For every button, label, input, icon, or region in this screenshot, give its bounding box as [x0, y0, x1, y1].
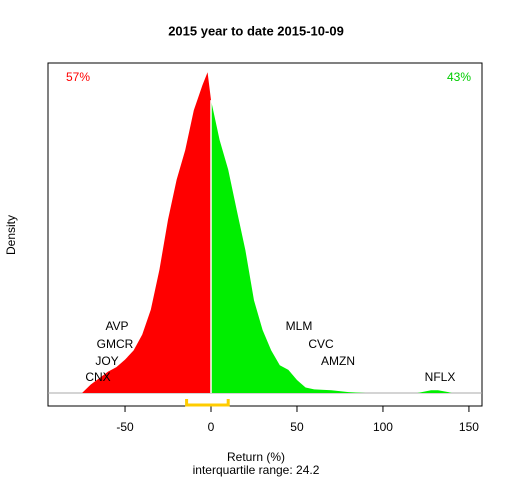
annotation: AVP	[105, 319, 128, 333]
right-share: 43%	[447, 70, 471, 84]
annotation: JOY	[95, 354, 118, 368]
annotation: CNX	[85, 370, 110, 384]
x-tick-label: -50	[116, 420, 134, 434]
x-tick-label: 50	[290, 420, 304, 434]
x-tick-label: 150	[459, 420, 479, 434]
density-area	[211, 100, 452, 394]
density-area	[82, 72, 212, 394]
x-axis-label: Return (%)	[227, 450, 285, 464]
iqr-bracket	[185, 399, 230, 407]
left-share: 57%	[66, 70, 90, 84]
annotation: MLM	[286, 319, 313, 333]
annotation: CVC	[308, 337, 334, 351]
annotation: AMZN	[321, 354, 355, 368]
y-axis-label: Density	[4, 215, 18, 255]
x-tick-label: 100	[373, 420, 393, 434]
x-tick-label: 0	[208, 420, 215, 434]
chart-title: 2015 year to date 2015-10-09	[168, 23, 344, 38]
annotation: NFLX	[425, 370, 456, 384]
annotation: GMCR	[97, 337, 134, 351]
subtitle: interquartile range: 24.2	[193, 463, 320, 477]
